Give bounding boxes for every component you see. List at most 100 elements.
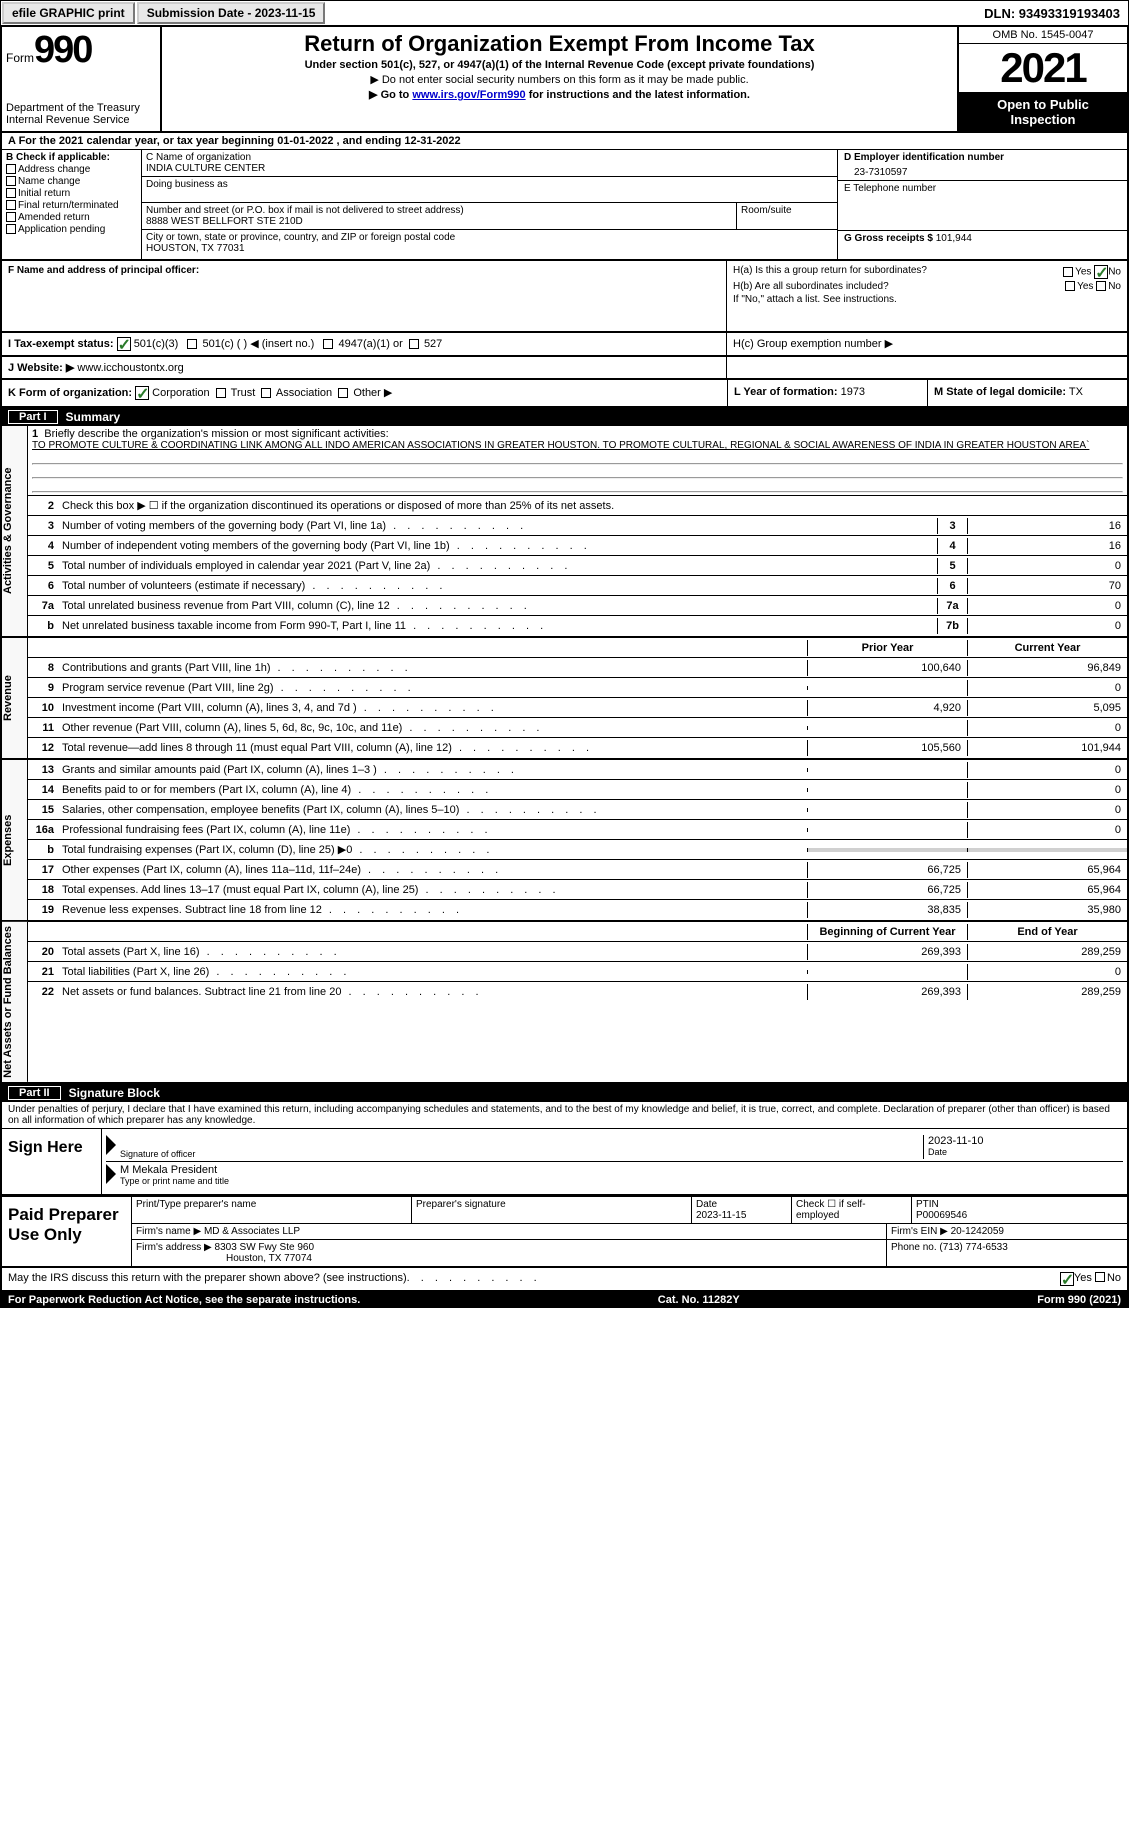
table-row: 12Total revenue—add lines 8 through 11 (… [28, 738, 1127, 758]
discuss-label: May the IRS discuss this return with the… [8, 1272, 407, 1286]
date-label: Date [928, 1147, 1123, 1157]
cat-no: Cat. No. 11282Y [658, 1294, 740, 1306]
form-title-block: Return of Organization Exempt From Incom… [162, 27, 957, 131]
table-row: 21Total liabilities (Part X, line 26)0 [28, 962, 1127, 982]
net-assets-block: Net Assets or Fund Balances Beginning of… [0, 922, 1129, 1084]
table-row: 4Number of independent voting members of… [28, 536, 1127, 556]
prep-sig-label: Preparer's signature [416, 1199, 687, 1210]
year-block: OMB No. 1545-0047 2021 Open to Public In… [957, 27, 1127, 131]
table-row: 15Salaries, other compensation, employee… [28, 800, 1127, 820]
checkbox-initial-return[interactable] [6, 188, 16, 198]
city-label: City or town, state or province, country… [146, 232, 833, 243]
officer-name-title: M Mekala President [120, 1164, 1123, 1176]
trust-cb[interactable] [216, 388, 226, 398]
room-label: Room/suite [741, 205, 833, 216]
subtitle-3: ▶ Go to www.irs.gov/Form990 for instruct… [166, 88, 953, 101]
row-i: I Tax-exempt status: 501(c)(3) 501(c) ( … [0, 333, 1129, 357]
table-row: bNet unrelated business taxable income f… [28, 616, 1127, 636]
prep-date: 2023-11-15 [696, 1210, 787, 1221]
ha-label: H(a) Is this a group return for subordin… [733, 265, 927, 279]
year-formation-label: L Year of formation: [734, 386, 838, 398]
form-number: 990 [34, 29, 91, 71]
org-name-label: C Name of organization [146, 152, 833, 163]
checkbox-address-change[interactable] [6, 164, 16, 174]
firm-addr2: Houston, TX 77074 [136, 1253, 882, 1264]
ha-yes[interactable] [1063, 267, 1073, 277]
ha-no-checked[interactable] [1094, 265, 1108, 279]
4947a1[interactable] [323, 339, 333, 349]
checkbox-app-pending[interactable] [6, 224, 16, 234]
mission-label: Briefly describe the organization's miss… [44, 428, 388, 440]
part2-header: Part II Signature Block [0, 1084, 1129, 1102]
website: www.icchoustontx.org [77, 362, 183, 374]
omb: OMB No. 1545-0047 [959, 27, 1127, 44]
table-row: bTotal fundraising expenses (Part IX, co… [28, 840, 1127, 860]
footer-bar: For Paperwork Reduction Act Notice, see … [0, 1292, 1129, 1308]
table-row: 18Total expenses. Add lines 13–17 (must … [28, 880, 1127, 900]
other-cb[interactable] [338, 388, 348, 398]
mission-text: TO PROMOTE CULTURE & COORDINATING LINK A… [32, 440, 1123, 451]
subtitle-2: ▶ Do not enter social security numbers o… [166, 73, 953, 86]
subtitle-1: Under section 501(c), 527, or 4947(a)(1)… [166, 59, 953, 71]
dln: DLN: 93493319193403 [976, 4, 1128, 23]
phone: (713) 774-6533 [939, 1242, 1007, 1253]
bcy-hdr: Beginning of Current Year [807, 924, 967, 940]
irs-link[interactable]: www.irs.gov/Form990 [412, 89, 525, 101]
part1-header: Part I Summary [0, 408, 1129, 426]
discuss-row: May the IRS discuss this return with the… [0, 1268, 1129, 1292]
hc-block: H(c) Group exemption number ▶ [727, 333, 1127, 355]
table-row: 10Investment income (Part VIII, column (… [28, 698, 1127, 718]
dba-label: Doing business as [146, 179, 833, 190]
row-klm: K Form of organization: Corporation Trus… [0, 380, 1129, 408]
table-row: 11Other revenue (Part VIII, column (A), … [28, 718, 1127, 738]
phone-label: Phone no. [891, 1242, 937, 1253]
hb-label: H(b) Are all subordinates included? [733, 281, 889, 292]
signature-block: Under penalties of perjury, I declare th… [0, 1102, 1129, 1196]
name-title-label: Type or print name and title [120, 1176, 1123, 1186]
city: HOUSTON, TX 77031 [146, 243, 833, 254]
527[interactable] [409, 339, 419, 349]
hb-yes[interactable] [1065, 281, 1075, 291]
form-id-block: Form990 Department of the Treasury Inter… [2, 27, 162, 131]
discuss-no[interactable] [1095, 1272, 1105, 1282]
open-inspection: Open to Public Inspection [959, 93, 1127, 131]
hb-note: If "No," attach a list. See instructions… [733, 294, 1121, 305]
paid-preparer-block: Paid Preparer Use Only Print/Type prepar… [0, 1196, 1129, 1268]
expenses-block: Expenses 13Grants and similar amounts pa… [0, 760, 1129, 922]
address: 8888 WEST BELLFORT STE 210D [146, 216, 732, 227]
col-d: D Employer identification number 23-7310… [837, 150, 1127, 259]
revenue-block: Revenue Prior Year Current Year 8Contrib… [0, 638, 1129, 760]
checkbox-amended[interactable] [6, 212, 16, 222]
501c3-checked[interactable] [117, 337, 131, 351]
table-row: 20Total assets (Part X, line 16)269,3932… [28, 942, 1127, 962]
ein-label: D Employer identification number [844, 152, 1121, 163]
arrow-icon [106, 1164, 116, 1184]
table-row: 17Other expenses (Part IX, column (A), l… [28, 860, 1127, 880]
submission-date: Submission Date - 2023-11-15 [137, 2, 326, 24]
form-org-label: K Form of organization: [8, 387, 132, 399]
firm-ein-label: Firm's EIN ▶ [891, 1226, 948, 1237]
table-row: 9Program service revenue (Part VIII, lin… [28, 678, 1127, 698]
table-row: 5Total number of individuals employed in… [28, 556, 1127, 576]
table-row: 19Revenue less expenses. Subtract line 1… [28, 900, 1127, 920]
firm-addr-label: Firm's address ▶ [136, 1242, 212, 1253]
checkbox-final-return[interactable] [6, 200, 16, 210]
checkbox-name-change[interactable] [6, 176, 16, 186]
table-row: 13Grants and similar amounts paid (Part … [28, 760, 1127, 780]
table-row: 22Net assets or fund balances. Subtract … [28, 982, 1127, 1002]
corp-checked[interactable] [135, 386, 149, 400]
prior-year-hdr: Prior Year [807, 640, 967, 656]
discuss-yes-checked[interactable] [1060, 1272, 1074, 1286]
table-row: 3Number of voting members of the governi… [28, 516, 1127, 536]
check-self-employed: Check ☐ if self-employed [796, 1199, 907, 1221]
501c-other[interactable] [187, 339, 197, 349]
vtab-ag: Activities & Governance [2, 426, 28, 636]
pra-notice: For Paperwork Reduction Act Notice, see … [8, 1294, 360, 1306]
table-row: 8Contributions and grants (Part VIII, li… [28, 658, 1127, 678]
form-ref: Form 990 (2021) [1037, 1294, 1121, 1306]
group-return-block: H(a) Is this a group return for subordin… [727, 261, 1127, 331]
website-label: J Website: ▶ [8, 362, 74, 374]
assoc-cb[interactable] [261, 388, 271, 398]
efile-button[interactable]: efile GRAPHIC print [2, 2, 135, 24]
form-word: Form [6, 51, 34, 65]
